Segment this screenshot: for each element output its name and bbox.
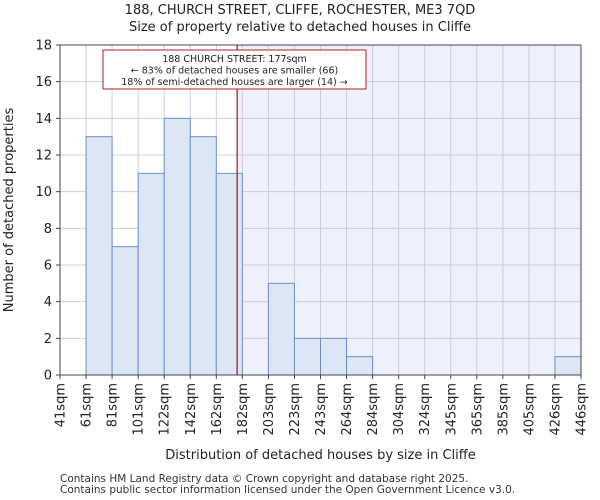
annotation-line: 18% of semi-detached houses are larger (…: [121, 77, 348, 88]
bar: [189, 136, 217, 376]
chart-title: 188, CHURCH STREET, CLIFFE, ROCHESTER, M…: [124, 3, 476, 18]
x-tick-label: 365sqm: [470, 383, 485, 436]
x-axis-label: Distribution of detached houses by size …: [165, 448, 475, 463]
chart-subtitle: Size of property relative to detached ho…: [128, 20, 472, 35]
x-tick-label: 304sqm: [392, 383, 407, 436]
annotation-line: ← 83% of detached houses are smaller (66…: [131, 66, 338, 77]
x-tick-label: 142sqm: [184, 383, 199, 436]
annotation-line: 188 CHURCH STREET: 177sqm: [162, 54, 307, 65]
annotation-box: [102, 49, 367, 90]
x-tick-label: 345sqm: [444, 383, 459, 436]
x-tick-label: 284sqm: [366, 383, 381, 436]
x-tick-label: 203sqm: [262, 383, 277, 436]
bar: [215, 172, 243, 376]
y-tick-label: 0: [44, 369, 52, 384]
x-tick-label: 182sqm: [236, 383, 251, 436]
y-tick-label: 4: [44, 295, 52, 310]
x-tick-label: 426sqm: [548, 383, 563, 436]
bar: [554, 356, 582, 376]
x-tick-label: 405sqm: [522, 383, 537, 436]
bar: [163, 117, 191, 376]
histogram-chart: 0 2 4 6 8 10 12 14 16 18 41sqm 61sqm 81sqm 101sqm 122s…: [2, 39, 590, 464]
x-tick-label: 101sqm: [132, 383, 147, 436]
bar: [137, 172, 165, 376]
y-tick-label: 8: [44, 222, 52, 237]
x-tick-label: 122sqm: [158, 383, 173, 436]
bar: [320, 337, 348, 376]
bar: [85, 136, 113, 376]
x-tick-label: 41sqm: [54, 383, 69, 427]
y-tick-label: 2: [44, 332, 52, 347]
footer-licence: Contains public sector information licen…: [60, 484, 516, 496]
x-tick-label: 223sqm: [288, 383, 303, 436]
x-tick-label: 446sqm: [575, 383, 590, 436]
y-tick-label: 10: [35, 185, 52, 200]
bar: [267, 282, 295, 376]
y-axis-label: Number of detached properties: [2, 108, 17, 313]
x-tick-label: 162sqm: [210, 383, 225, 436]
y-tick-label: 14: [35, 112, 52, 127]
x-tick-label: 61sqm: [80, 383, 95, 427]
bar: [346, 356, 374, 376]
x-tick-label: 324sqm: [418, 383, 433, 436]
y-tick-label: 12: [35, 149, 52, 164]
y-tick-label: 18: [35, 39, 52, 54]
x-tick-label: 264sqm: [340, 383, 355, 436]
bar: [111, 246, 139, 376]
footer-copyright: Contains HM Land Registry data © Crown c…: [60, 473, 469, 485]
y-tick-label: 6: [44, 259, 52, 274]
x-tick-label: 385sqm: [496, 383, 511, 436]
y-tick-label: 16: [35, 75, 52, 90]
x-tick-label: 243sqm: [314, 383, 329, 436]
bar: [293, 337, 322, 376]
x-tick-label: 81sqm: [106, 383, 121, 427]
